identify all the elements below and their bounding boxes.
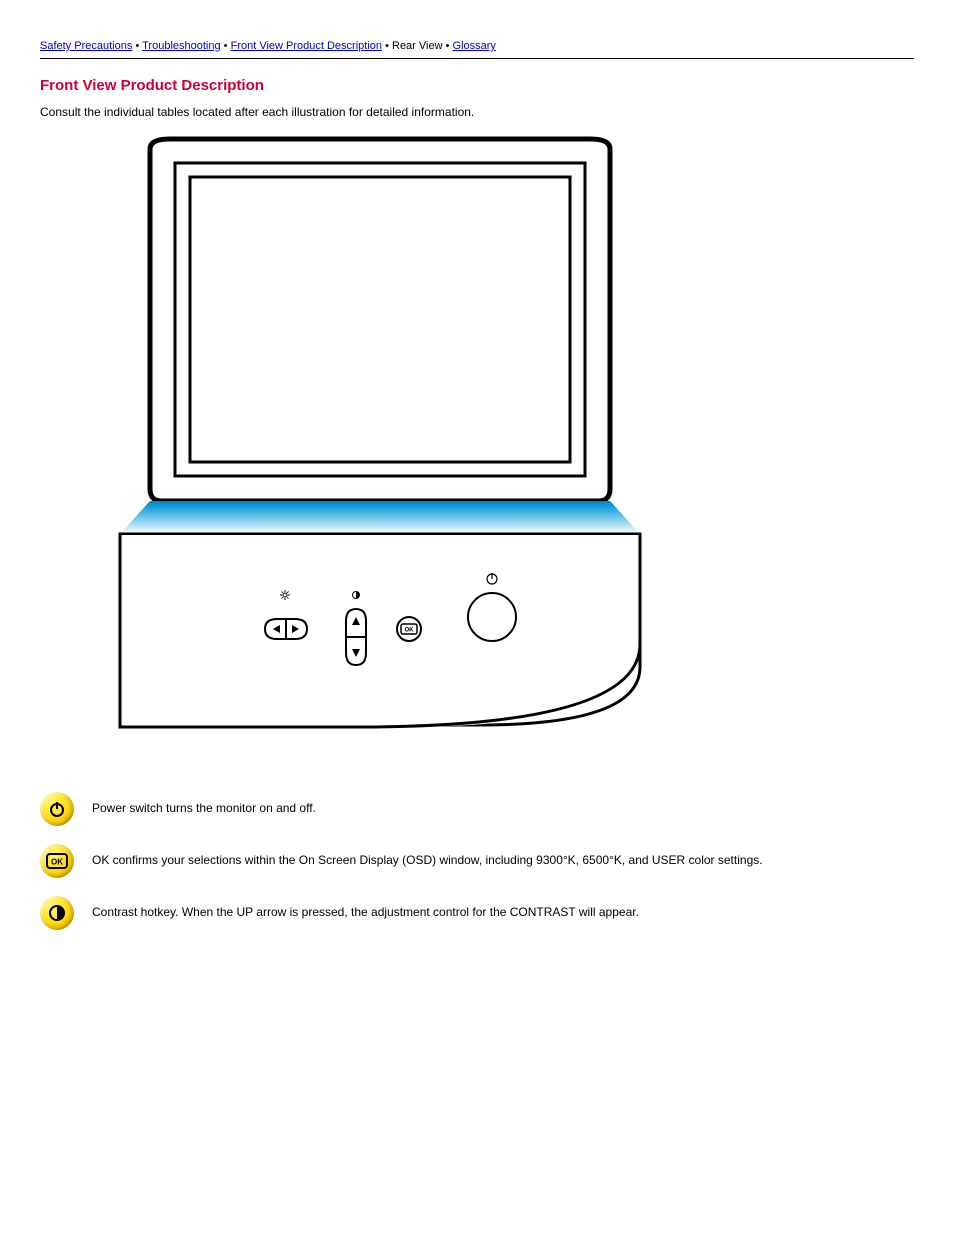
intro-paragraph: Consult the individual tables located af… <box>40 104 914 121</box>
legend-row-contrast: Contrast hotkey. When the UP arrow is pr… <box>40 896 914 930</box>
power-icon <box>40 792 74 826</box>
divider-rule <box>40 58 914 59</box>
svg-text:OK: OK <box>405 628 415 634</box>
breadcrumb-link-safety[interactable]: Safety Precautions <box>40 40 132 52</box>
section-title: Front View Product Description <box>40 77 914 94</box>
breadcrumb-link-glossary[interactable]: Glossary <box>453 40 496 52</box>
legend-row-ok: OK OK confirms your selections within th… <box>40 844 914 878</box>
legend-text-ok: OK confirms your selections within the O… <box>92 844 914 869</box>
monitor-illustration: OK <box>40 129 914 772</box>
breadcrumb-trail-rear: Rear View <box>392 40 446 52</box>
breadcrumb-link-frontview[interactable]: Front View Product Description <box>231 40 382 52</box>
ok-icon: OK <box>40 844 74 878</box>
breadcrumb-link-troubleshooting[interactable]: Troubleshooting <box>142 40 220 52</box>
svg-text:OK: OK <box>51 858 63 867</box>
breadcrumb: Safety Precautions • Troubleshooting • F… <box>40 40 914 58</box>
legend-row-power: Power switch turns the monitor on and of… <box>40 792 914 826</box>
breadcrumb-sep: • <box>446 40 453 52</box>
legend-text-contrast: Contrast hotkey. When the UP arrow is pr… <box>92 896 914 921</box>
breadcrumb-sep: • <box>385 40 392 52</box>
breadcrumb-sep: • <box>224 40 231 52</box>
contrast-icon <box>40 896 74 930</box>
legend-text-power: Power switch turns the monitor on and of… <box>92 792 914 817</box>
